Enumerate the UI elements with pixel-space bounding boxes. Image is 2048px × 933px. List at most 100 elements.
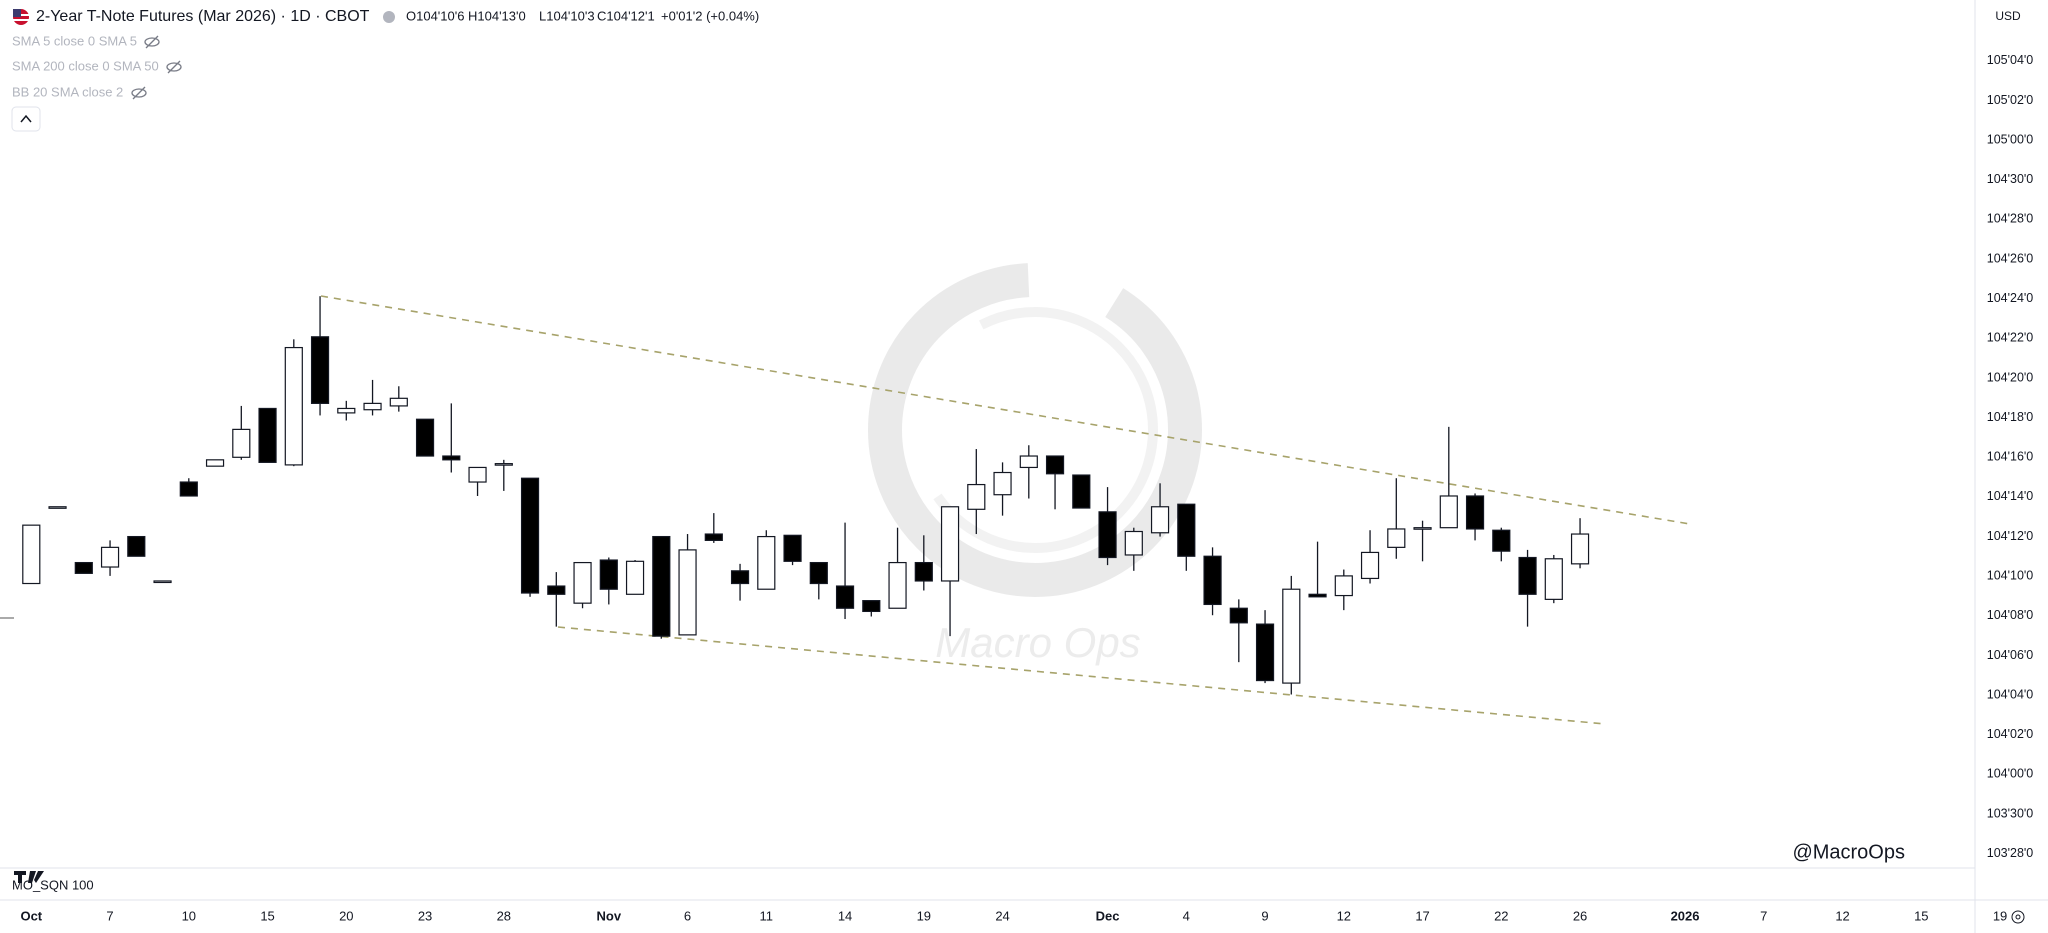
watermark-logo bbox=[868, 263, 1202, 597]
y-tick-label: 104'10'0 bbox=[1987, 569, 2034, 583]
currency-label[interactable]: USD bbox=[1995, 9, 2021, 23]
y-tick-label: 104'14'0 bbox=[1987, 489, 2034, 503]
x-tick-label: 10 bbox=[182, 908, 196, 923]
candle-body bbox=[862, 600, 881, 613]
candle-body bbox=[678, 549, 697, 636]
legend-value: H104'13'0 bbox=[468, 8, 526, 23]
candle-body bbox=[809, 561, 828, 585]
y-tick-label: 104'24'0 bbox=[1987, 291, 2034, 305]
annotation: @MacroOps bbox=[1792, 841, 1905, 863]
candle-body bbox=[1413, 527, 1432, 530]
candle-body bbox=[310, 336, 330, 404]
candle-body bbox=[599, 559, 618, 590]
y-tick-label: 105'02'0 bbox=[1987, 93, 2034, 107]
x-tick-label: 17 bbox=[1415, 908, 1429, 923]
candle-body bbox=[1544, 558, 1563, 600]
indicator-label[interactable]: BB 20 SMA close 2 bbox=[12, 84, 123, 99]
candle-body bbox=[1045, 455, 1065, 475]
x-tick-label: 19 bbox=[917, 908, 931, 923]
x-tick-label: 4 bbox=[1183, 908, 1190, 923]
candle-body bbox=[1098, 511, 1117, 559]
x-tick-label: 23 bbox=[418, 908, 432, 923]
candle-body bbox=[704, 533, 723, 541]
x-tick-label: Nov bbox=[597, 908, 622, 923]
x-tick-label: 7 bbox=[106, 908, 113, 923]
candle-body bbox=[967, 483, 986, 510]
upper-trendline[interactable] bbox=[320, 295, 1691, 525]
candle-body bbox=[1019, 455, 1038, 469]
candle-body bbox=[153, 580, 172, 584]
y-tick-label: 104'18'0 bbox=[1987, 410, 2034, 424]
candle-body bbox=[232, 428, 251, 458]
x-tick-label: 24 bbox=[995, 908, 1009, 923]
candle-body bbox=[1570, 533, 1590, 565]
candle-body bbox=[940, 506, 960, 582]
candle-body bbox=[389, 397, 408, 407]
candle-body bbox=[1308, 593, 1327, 598]
candle-body bbox=[757, 535, 776, 590]
x-tick-label: Oct bbox=[20, 908, 42, 923]
candle-body bbox=[547, 585, 566, 595]
candle-body bbox=[520, 477, 540, 594]
indicator-label[interactable]: SMA 200 close 0 SMA 50 bbox=[12, 58, 159, 73]
x-tick-label: 26 bbox=[1573, 908, 1587, 923]
x-tick-label: 14 bbox=[838, 908, 852, 923]
candle-body bbox=[468, 466, 487, 483]
x-tick-label: 9 bbox=[1261, 908, 1268, 923]
candle-body bbox=[284, 346, 303, 466]
candle-body bbox=[442, 455, 461, 461]
candle-body bbox=[100, 546, 120, 568]
y-tick-label: 104'26'0 bbox=[1987, 251, 2034, 265]
candle-body bbox=[573, 561, 592, 604]
flag-icon bbox=[13, 9, 29, 25]
candle-body bbox=[783, 534, 802, 562]
pane-label: MO_SQN 100 bbox=[12, 877, 94, 892]
candle-body bbox=[835, 585, 855, 609]
y-tick-label: 104'12'0 bbox=[1987, 529, 2034, 543]
y-tick-label: 104'02'0 bbox=[1987, 727, 2034, 741]
candle-body bbox=[1387, 528, 1406, 548]
candles bbox=[22, 296, 1590, 695]
collapse-button[interactable] bbox=[11, 106, 41, 132]
candle-body bbox=[1229, 607, 1248, 624]
indicator-label[interactable]: SMA 5 close 0 SMA 5 bbox=[12, 33, 137, 48]
x-tick-label: 15 bbox=[1914, 908, 1928, 923]
y-tick-label: 104'04'0 bbox=[1987, 687, 2034, 701]
y-tick-label: 103'28'0 bbox=[1987, 846, 2034, 860]
x-tick-label: 12 bbox=[1835, 908, 1849, 923]
x-tick-label: Dec bbox=[1096, 908, 1120, 923]
currency-button[interactable]: USD bbox=[1986, 5, 2030, 29]
x-tick-label: 19 bbox=[1993, 908, 2007, 923]
x-tick-label: 15 bbox=[260, 908, 274, 923]
legend-value: C104'12'1 bbox=[597, 8, 655, 23]
y-tick-label: 105'04'0 bbox=[1987, 53, 2034, 67]
hidden-eye-icons[interactable] bbox=[131, 35, 182, 100]
candle-body bbox=[74, 561, 93, 574]
candle-body bbox=[1282, 588, 1301, 684]
candle-body bbox=[48, 506, 67, 509]
candle-body bbox=[1072, 474, 1091, 509]
x-tick-label: 22 bbox=[1494, 908, 1508, 923]
y-tick-label: 103'30'0 bbox=[1987, 806, 2034, 820]
candle-body bbox=[337, 407, 356, 414]
candle-body bbox=[625, 560, 645, 595]
candle-body bbox=[888, 561, 907, 609]
y-tick-label: 104'16'0 bbox=[1987, 450, 2034, 464]
lower-trendline[interactable] bbox=[557, 626, 1606, 725]
candle-body bbox=[1360, 551, 1380, 580]
watermark-text: Macro Ops bbox=[935, 619, 1140, 666]
x-tick-label: 12 bbox=[1337, 908, 1351, 923]
settings-icon[interactable] bbox=[2011, 910, 2025, 924]
legend-value: O104'10'6 bbox=[406, 8, 464, 23]
candle-body bbox=[914, 561, 933, 582]
candle-body bbox=[415, 418, 435, 457]
candle-body bbox=[1465, 495, 1485, 530]
candle-body bbox=[1150, 506, 1170, 534]
status-icon bbox=[383, 11, 395, 23]
chart-title[interactable]: 2-Year T-Note Futures (Mar 2026) · 1D · … bbox=[36, 8, 370, 25]
tv-logo bbox=[14, 871, 44, 883]
candle-body bbox=[363, 402, 382, 411]
y-tick-label: 104'08'0 bbox=[1987, 608, 2034, 622]
candle-body bbox=[993, 471, 1012, 496]
x-tick-label: 20 bbox=[339, 908, 353, 923]
